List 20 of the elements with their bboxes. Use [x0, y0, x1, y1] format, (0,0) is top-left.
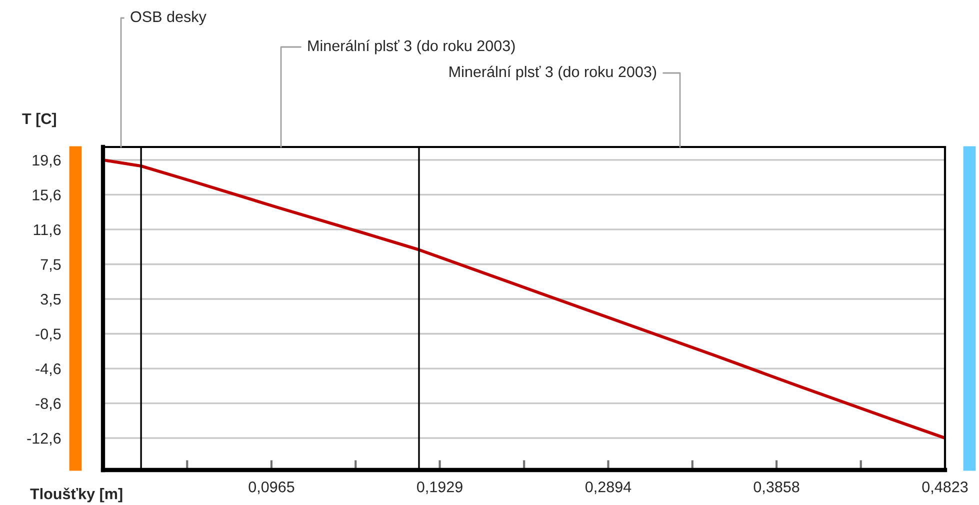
line-series	[103, 158, 945, 440]
x-tick-label: 0,0965	[248, 482, 294, 494]
y-tick-label: -4,6	[36, 363, 61, 376]
y-axis-title: T [C]	[22, 112, 56, 128]
y-tick-label: 15,6	[32, 190, 61, 202]
x-tick-label: 0,2894	[585, 482, 632, 494]
y-tick-label: -8,6	[36, 398, 61, 411]
text: OSB desky	[130, 10, 206, 26]
y-tick-label: 3,5	[40, 294, 61, 306]
x-tick-label: 0,4823	[922, 482, 968, 494]
y-tick-label: -12,6	[27, 432, 61, 446]
x-tick-label: 0,1929	[417, 482, 462, 494]
y-tick-label: 7,5	[40, 259, 61, 272]
y-tick-label: 19,6	[32, 154, 61, 168]
y-tick-label: 11,6	[34, 224, 61, 237]
x-tick-label: 0,3858	[754, 482, 800, 494]
y-tick-label: -0,5	[36, 328, 61, 342]
text: Minerální plsť 3 (do roku 2003)	[450, 66, 656, 80]
x-axis-title: Tloušťky [m]	[30, 488, 122, 502]
text: Minerální plsť 3 (do roku 2003)	[308, 40, 515, 54]
